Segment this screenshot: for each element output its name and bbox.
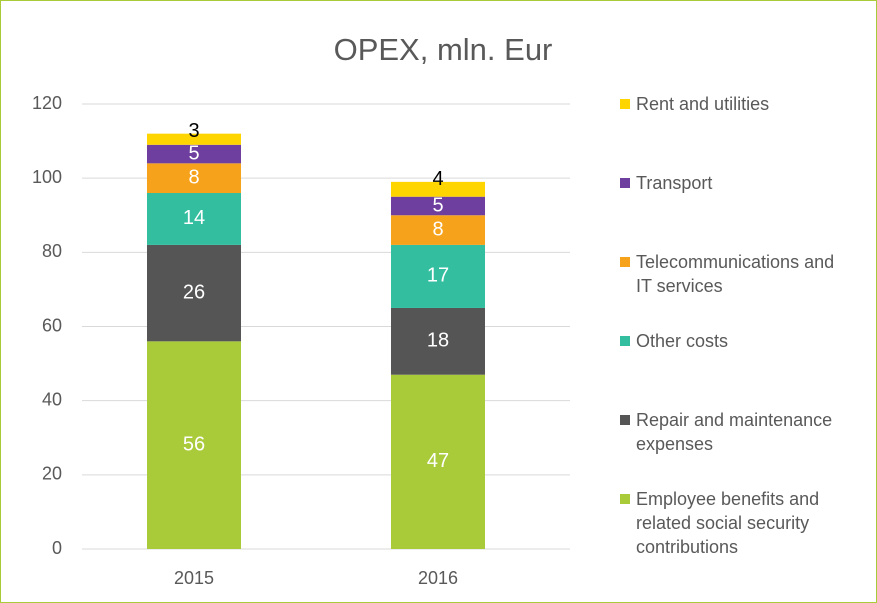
bar-segment (391, 374, 485, 549)
data-label: 4 (432, 168, 443, 190)
bar-segment (147, 133, 241, 145)
y-tick-label: 40 (42, 389, 62, 409)
data-label: 8 (432, 218, 443, 240)
data-label: 5 (432, 194, 443, 216)
data-label: 56 (183, 433, 205, 455)
chart-title: OPEX, mln. Eur (334, 32, 553, 67)
x-tick-label: 2015 (174, 568, 214, 588)
legend-swatch (620, 257, 630, 267)
data-label: 8 (188, 166, 199, 188)
legend-item: Telecommunications and IT services (620, 250, 851, 298)
data-label: 17 (427, 265, 449, 287)
data-label: 3 (188, 120, 199, 142)
bar-segment (147, 244, 241, 342)
legend-label: Employee benefits and related social sec… (636, 489, 820, 557)
bar-segment (147, 163, 241, 193)
bar-segment (391, 215, 485, 245)
legend-label: Repair and maintenance expenses (636, 410, 833, 454)
legend-label: Transport (636, 173, 713, 193)
data-label: 18 (427, 330, 449, 352)
legend-swatch (620, 99, 630, 109)
bar-segment (391, 196, 485, 216)
legend-label: Other costs (636, 331, 729, 351)
legend-label: Rent and utilities (636, 94, 770, 114)
legend-swatch (620, 415, 630, 425)
y-tick-label: 20 (42, 464, 62, 484)
legend-swatch (620, 336, 630, 346)
y-tick-label: 120 (32, 93, 62, 113)
legend-swatch (620, 178, 630, 188)
bar-segment (147, 144, 241, 164)
legend-label: Telecommunications and IT services (636, 252, 835, 296)
y-tick-label: 100 (32, 167, 62, 187)
x-tick-label: 2016 (418, 568, 458, 588)
legend-swatch (620, 494, 630, 504)
legend-item: Rent and utilities (620, 92, 851, 116)
bar-segment (391, 244, 485, 308)
bar-segment (147, 341, 241, 549)
data-label: 14 (183, 207, 205, 229)
y-tick-label: 60 (42, 315, 62, 335)
legend-item: Transport (620, 171, 851, 195)
data-label: 26 (183, 281, 205, 303)
legend-item: Repair and maintenance expenses (620, 408, 851, 456)
data-label: 5 (188, 142, 199, 164)
y-tick-label: 80 (42, 241, 62, 261)
bar-segment (391, 307, 485, 375)
bar-segment (391, 181, 485, 197)
data-label: 47 (427, 450, 449, 472)
y-tick-label: 0 (52, 538, 62, 558)
bar-segment (147, 193, 241, 245)
legend-item: Other costs (620, 329, 851, 353)
legend-item: Employee benefits and related social sec… (620, 487, 851, 559)
